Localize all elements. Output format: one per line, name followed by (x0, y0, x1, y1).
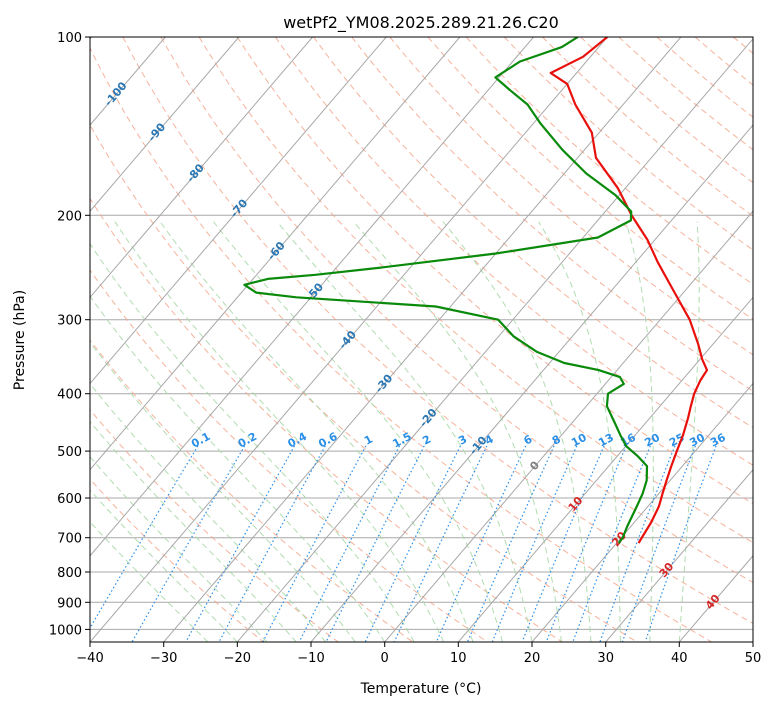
x-tick-label: 20 (524, 651, 541, 666)
x-tick-label: −40 (76, 651, 103, 666)
x-tick-label: 50 (745, 651, 762, 666)
x-tick-label: 30 (597, 651, 614, 666)
y-tick-label: 600 (57, 492, 82, 507)
x-tick-label: −20 (224, 651, 251, 666)
x-tick-label: −10 (297, 651, 324, 666)
y-tick-label: 900 (57, 596, 82, 611)
y-tick-label: 400 (57, 388, 82, 403)
y-tick-label: 700 (57, 532, 82, 547)
y-tick-label: 200 (57, 209, 82, 224)
chart-title: wetPf2_YM08.2025.289.21.26.C20 (283, 13, 559, 33)
y-tick-label: 100 (57, 31, 82, 46)
x-tick-label: 40 (671, 651, 688, 666)
y-axis-label: Pressure (hPa) (12, 290, 28, 390)
x-tick-label: −30 (150, 651, 177, 666)
y-tick-label: 300 (57, 314, 82, 329)
y-tick-label: 500 (57, 445, 82, 460)
y-tick-label: 800 (57, 566, 82, 581)
y-tick-label: 1000 (49, 623, 82, 638)
x-tick-label: 10 (450, 651, 467, 666)
x-axis-label: Temperature (°C) (360, 681, 482, 697)
x-tick-label: 0 (381, 651, 389, 666)
